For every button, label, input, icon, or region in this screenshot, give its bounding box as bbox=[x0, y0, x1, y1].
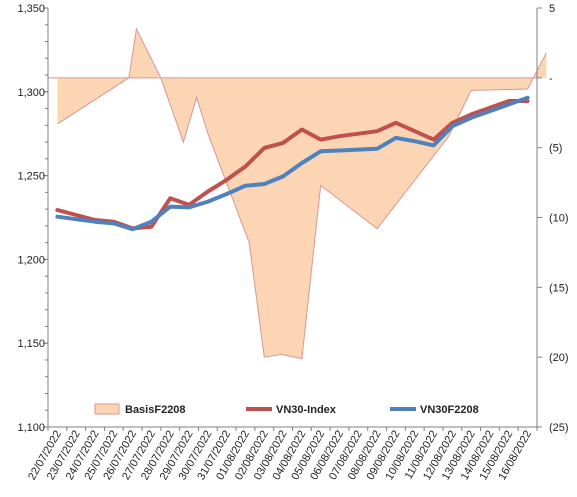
left-tick-label: 1,150 bbox=[17, 338, 45, 350]
area-layer bbox=[48, 27, 547, 360]
series-line-VN30F2208 bbox=[55, 95, 530, 232]
left-tick-label: 1,300 bbox=[17, 87, 45, 99]
right-tick-label: - bbox=[549, 73, 553, 85]
right-tick-label: (10) bbox=[549, 213, 569, 225]
right-tick-label: (5) bbox=[549, 143, 562, 155]
right-tick-label: (25) bbox=[549, 422, 569, 434]
left-tick-label: 1,200 bbox=[17, 254, 45, 266]
area-fill-BasisF2208 bbox=[57, 29, 547, 359]
legend-label-BasisF2208: BasisF2208 bbox=[125, 404, 186, 416]
right-tick-label: (20) bbox=[549, 352, 569, 364]
legend: BasisF2208 VN30-Index VN30F2208 bbox=[94, 403, 479, 416]
left-tick-label: 1,250 bbox=[17, 171, 45, 183]
legend-label-VN30F2208: VN30F2208 bbox=[420, 404, 479, 416]
legend-swatch-BasisF2208 bbox=[94, 403, 120, 415]
left-tick-label: 1,100 bbox=[17, 422, 45, 434]
right-tick-label: (15) bbox=[549, 282, 569, 294]
right-tick-label: 5 bbox=[549, 3, 555, 15]
legend-label-VN30-Index: VN30-Index bbox=[276, 404, 337, 416]
lines-layer bbox=[55, 95, 530, 232]
left-tick-label: 1,350 bbox=[17, 3, 45, 15]
